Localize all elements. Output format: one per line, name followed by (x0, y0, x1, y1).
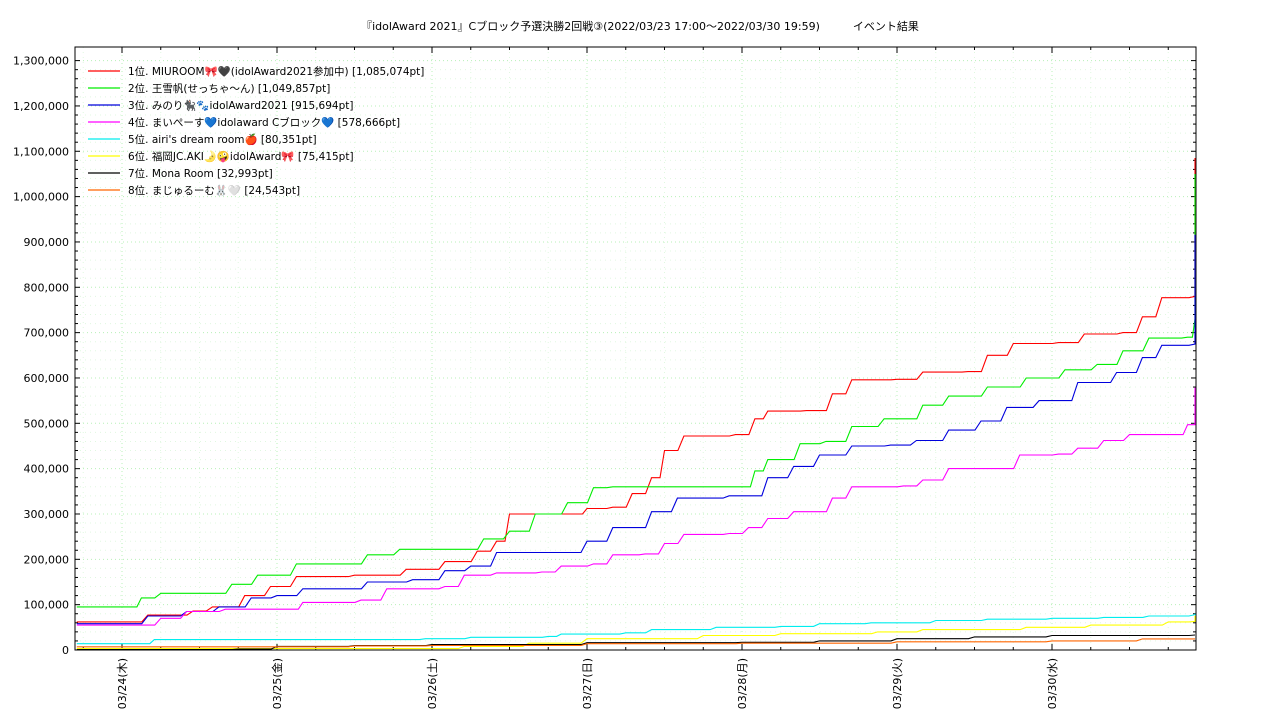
series-line-4 (76, 387, 1196, 626)
legend-label-6: 6位. 福岡JC.AKI🌛🤪idolAward🎀 [75,415pt] (128, 150, 354, 163)
y-tick-label: 400,000 (24, 463, 70, 476)
y-tick-label: 700,000 (24, 327, 70, 340)
y-tick-label: 0 (62, 644, 69, 657)
x-tick-label: 03/24(木) (116, 658, 129, 709)
y-tick-label: 1,000,000 (13, 191, 69, 204)
x-tick-label: 03/28(月) (736, 658, 749, 709)
y-axis: 0 100,000 200,000 300,000 400,000 500,000 600,… (13, 55, 1196, 657)
legend-label-5: 5位. airi's dream room🍎 [80,351pt] (128, 133, 317, 146)
y-tick-label: 1,100,000 (13, 145, 69, 158)
x-tick-label: 03/26(土) (426, 658, 439, 709)
x-tick-label: 03/30(水) (1046, 658, 1059, 709)
x-tick-label: 03/25(金) (270, 658, 284, 709)
series-line-8 (76, 638, 1195, 648)
legend-label-2: 2位. 王雪帆(せっちゃ〜ん) [1,049,857pt] (128, 82, 330, 95)
plot-frame (74, 46, 1197, 651)
legend: 1位. MIUROOM🎀🖤(idolAward2021参加中) [1,085,0… (88, 65, 424, 197)
y-tick-label: 200,000 (24, 553, 70, 566)
y-tick-label: 100,000 (24, 599, 70, 612)
y-tick-label: 900,000 (24, 236, 70, 249)
legend-label-8: 8位. まじゅるーむ🐰🤍 [24,543pt] (128, 184, 300, 197)
legend-label-3: 3位. みのり🐈‍⬛🐾idolAward2021 [915,694pt] (128, 99, 353, 112)
grid (75, 47, 1196, 650)
y-tick-label: 1,200,000 (13, 100, 69, 113)
legend-label-1: 1位. MIUROOM🎀🖤(idolAward2021参加中) [1,085,0… (128, 65, 424, 78)
x-tick-label: 03/27(日) (581, 658, 594, 709)
y-tick-label: 800,000 (24, 281, 70, 294)
y-tick-label: 600,000 (24, 372, 70, 385)
y-tick-label: 1,300,000 (13, 55, 69, 68)
series-line-2 (76, 174, 1196, 608)
x-axis: 03/24(木) 03/25(金) 03/26(土) 03/27(日) 03/28(月)… (82, 47, 1169, 709)
chart-title: 『idolAward 2021』Cブロック予選決勝2回戦③(2022/03/23… (361, 19, 919, 33)
series-line-5 (76, 613, 1196, 645)
series-line-3 (76, 234, 1196, 625)
y-tick-label: 300,000 (24, 508, 70, 521)
legend-label-7: 7位. Mona Room [32,993pt] (128, 167, 273, 180)
legend-label-4: 4位. まいぺーす💙idolaward Cブロック💙 [578,666pt] (128, 116, 400, 129)
y-tick-label: 500,000 (24, 417, 70, 430)
series-line-1 (76, 158, 1196, 623)
series-lines (76, 158, 1196, 651)
x-tick-label: 03/29(火) (891, 658, 904, 709)
series-line-6 (76, 615, 1196, 650)
